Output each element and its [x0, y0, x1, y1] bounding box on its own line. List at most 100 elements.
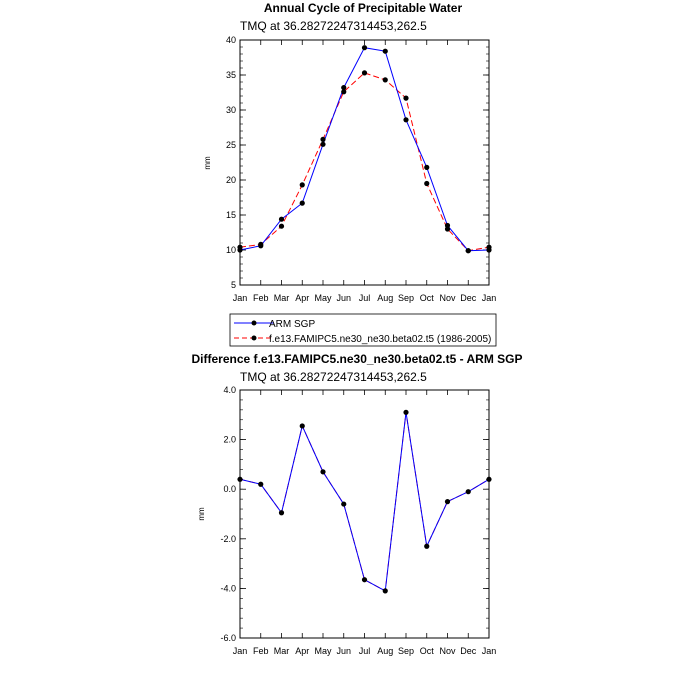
data-point: [361, 70, 368, 76]
y-tick-label: 30: [226, 105, 236, 115]
data-point: [403, 409, 409, 415]
data-point: [341, 501, 347, 507]
legend-box: [229, 313, 497, 347]
x-tick-label: Jan: [482, 293, 497, 303]
plot-frame: [239, 389, 490, 639]
legend-marker-model: [251, 335, 257, 341]
data-point: [258, 481, 264, 487]
data-point: [424, 164, 430, 170]
x-tick-label: Sep: [398, 646, 414, 656]
data-point: [278, 216, 285, 222]
chart-subtitle: TMQ at 36.28272247314453,262.5: [240, 370, 427, 384]
x-tick-label: Feb: [253, 293, 269, 303]
x-tick-label: Apr: [295, 646, 309, 656]
legend: ARM SGP f.e13.FAMIPC5.ne30_ne30.beta02.t…: [229, 313, 497, 347]
data-point: [237, 476, 243, 482]
x-tick-labels: Jan Feb Mar Apr May Jun Jul Aug Sep Oct Nov Dec Jan: [233, 293, 497, 303]
y-tick-label: 25: [226, 140, 236, 150]
x-tick-label: Dec: [460, 646, 477, 656]
precip-difference-chart: Difference f.e13.FAMIPC5.ne30_ne30.beta0…: [191, 352, 522, 656]
y-tick-labels: 5 10 15 20 25 30 35 40: [226, 35, 236, 290]
tick-marks: [239, 389, 490, 639]
precip-annual-cycle-chart: Annual Cycle of Precipitable Water TMQ a…: [203, 1, 496, 303]
data-point: [278, 510, 285, 516]
data-point: [320, 141, 326, 147]
x-tick-label: Jun: [336, 646, 351, 656]
x-tick-label: Nov: [439, 293, 456, 303]
data-point: [486, 476, 492, 482]
x-tick-label: May: [314, 293, 332, 303]
x-tick-label: Jan: [233, 293, 248, 303]
y-tick-label: 0.0: [223, 484, 236, 494]
x-tick-label: Mar: [274, 646, 290, 656]
x-tick-labels: Jan Feb Mar Apr May Jun Jul Aug Sep Oct Nov Dec Jan: [233, 646, 497, 656]
x-tick-label: Dec: [460, 293, 477, 303]
y-tick-label: 4.0: [223, 385, 236, 395]
x-tick-label: Mar: [274, 293, 290, 303]
data-point: [237, 244, 243, 250]
x-tick-label: Oct: [420, 293, 435, 303]
chart-title: Annual Cycle of Precipitable Water: [264, 1, 463, 15]
x-tick-label: Sep: [398, 293, 414, 303]
data-point: [444, 499, 451, 505]
series-group: [237, 45, 492, 254]
data-point: [382, 48, 388, 54]
x-tick-label: Jan: [233, 646, 248, 656]
series-line-underlay: [239, 412, 490, 592]
y-tick-label: 10: [226, 245, 236, 255]
data-point: [382, 588, 388, 594]
chart-subtitle: TMQ at 36.28272247314453,262.5: [240, 19, 427, 33]
y-tick-label: 35: [226, 70, 236, 80]
data-point: [299, 200, 305, 206]
x-tick-label: Aug: [377, 293, 393, 303]
data-point: [486, 244, 492, 250]
data-point: [258, 241, 264, 247]
data-point: [299, 182, 305, 188]
y-tick-label: 40: [226, 35, 236, 45]
legend-label-arm: ARM SGP: [269, 319, 315, 330]
x-tick-label: Feb: [253, 646, 269, 656]
y-tick-labels: -6.0 -4.0 -2.0 0.0 2.0 4.0: [220, 385, 236, 643]
y-tick-label: 15: [226, 210, 236, 220]
y-axis-label: mm: [203, 156, 212, 170]
legend-marker-arm: [251, 320, 257, 326]
data-point: [465, 248, 471, 254]
series-line-0: [239, 47, 490, 252]
x-tick-label: Jul: [359, 646, 371, 656]
data-point: [341, 85, 347, 91]
data-point: [299, 423, 305, 429]
y-tick-label: -2.0: [220, 534, 236, 544]
x-tick-label: Jul: [359, 293, 371, 303]
data-point: [320, 469, 326, 475]
series-line-0: [239, 412, 490, 592]
y-tick-label: -6.0: [220, 633, 236, 643]
series-group: [237, 409, 492, 594]
x-tick-label: Apr: [295, 293, 309, 303]
data-point: [382, 77, 388, 83]
data-point: [361, 577, 368, 583]
data-point: [361, 45, 368, 51]
plot-frame: [239, 39, 490, 286]
data-point: [320, 136, 326, 142]
data-point: [403, 95, 409, 101]
y-axis-label: mm: [197, 507, 206, 521]
tick-marks: [239, 39, 490, 286]
legend-label-model: f.e13.FAMIPC5.ne30_ne30.beta02.t5 (1986-…: [269, 334, 491, 345]
data-point: [403, 117, 409, 123]
data-point: [444, 226, 451, 232]
x-tick-label: Jun: [336, 293, 351, 303]
x-tick-label: Oct: [420, 646, 435, 656]
data-point: [424, 543, 430, 549]
x-tick-label: Jan: [482, 646, 497, 656]
y-tick-label: 20: [226, 175, 236, 185]
data-point: [465, 489, 471, 495]
y-tick-label: 2.0: [223, 435, 236, 445]
y-tick-label: -4.0: [220, 583, 236, 593]
x-tick-label: Nov: [439, 646, 456, 656]
data-point: [341, 89, 347, 95]
y-tick-label: 5: [231, 280, 236, 290]
x-tick-label: May: [314, 646, 332, 656]
data-point: [278, 223, 285, 229]
chart-title: Difference f.e13.FAMIPC5.ne30_ne30.beta0…: [191, 352, 522, 366]
